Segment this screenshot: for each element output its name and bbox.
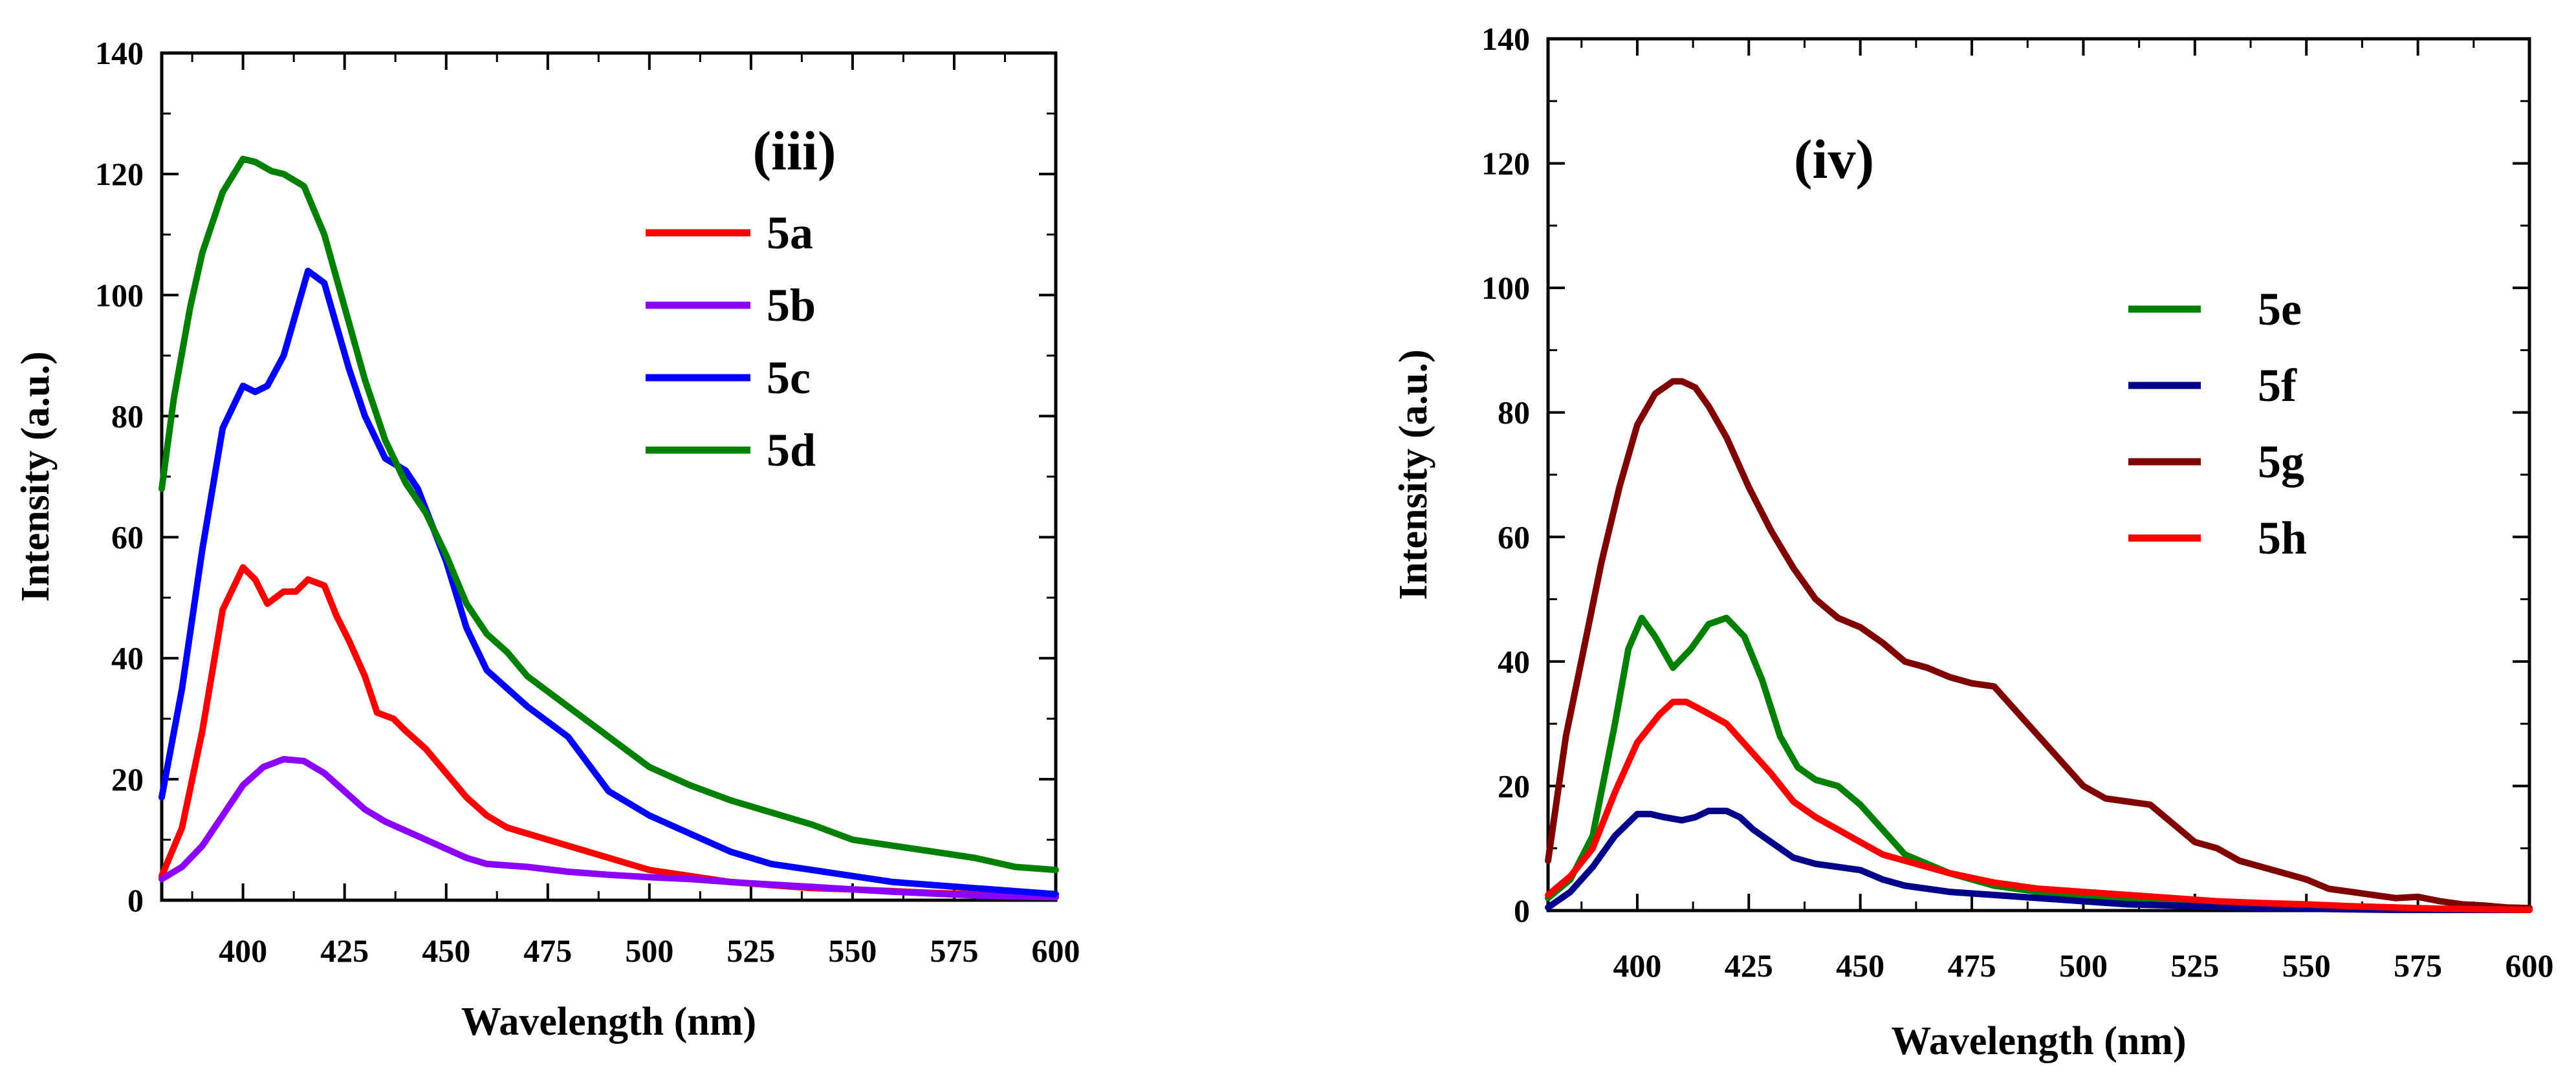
legend-label-5h: 5h <box>2258 512 2307 564</box>
x-tick-label: 525 <box>726 933 775 969</box>
x-tick-label: 475 <box>1948 947 1996 984</box>
y-tick-label: 80 <box>111 398 144 434</box>
series-line-5f <box>1545 807 2533 913</box>
y-tick-label: 0 <box>1514 892 1530 929</box>
y-axis-title: Intensity (a.u.) <box>1392 349 1435 600</box>
panel-label: (iii) <box>753 120 836 182</box>
y-tick-label: 60 <box>1498 519 1530 555</box>
panel-iv: 400 425 450 475 500 525 550 575 600 0 20 40 60 80 100 1… <box>1392 21 2554 1063</box>
x-tick-label: 550 <box>2282 947 2331 984</box>
x-axis-title: Wavelength (nm) <box>1891 1019 2186 1063</box>
series-line-5c <box>158 267 1059 898</box>
y-tick-label: 60 <box>111 519 144 556</box>
legend-label-5g: 5g <box>2258 436 2304 488</box>
x-tick-label: 600 <box>2505 947 2554 984</box>
legend-label-5a: 5a <box>767 207 813 259</box>
y-tick-label: 0 <box>127 882 144 918</box>
x-tick-label: 425 <box>320 933 369 969</box>
x-tick-label: 500 <box>2059 947 2108 984</box>
series-line-5b <box>158 756 1059 901</box>
series-line-5e <box>1545 614 2533 913</box>
legend-label-5d: 5d <box>767 424 816 476</box>
x-tick-label: 450 <box>422 933 470 969</box>
series-line-5d <box>158 155 1059 874</box>
x-tick-label: 575 <box>930 933 978 969</box>
y-tick-label: 140 <box>95 35 144 71</box>
legend-label-5f: 5f <box>2258 360 2297 411</box>
x-tick-label: 475 <box>523 933 572 969</box>
x-tick-label: 400 <box>1613 947 1661 984</box>
x-tick-label: 575 <box>2394 947 2442 984</box>
x-axis-title: Wavelength (nm) <box>461 1000 756 1044</box>
legend-label-5e: 5e <box>2258 283 2302 335</box>
y-tick-label: 80 <box>1498 394 1530 431</box>
x-tick-label: 600 <box>1032 933 1080 969</box>
legend-label-5b: 5b <box>767 279 816 331</box>
x-tick-label: 550 <box>828 933 877 969</box>
y-tick-label: 40 <box>111 640 144 676</box>
x-tick-label: 525 <box>2170 947 2219 984</box>
legend-label-5c: 5c <box>767 352 811 404</box>
y-axis-title: Intensity (a.u.) <box>14 351 58 602</box>
x-tick-label: 425 <box>1725 947 1773 984</box>
y-tick-label: 40 <box>1498 643 1530 680</box>
x-tick-label: 450 <box>1836 947 1884 984</box>
series-line-5g <box>1545 378 2533 912</box>
panel-iii: 400 425 450 475 500 525 550 575 600 0 20 40 60 80 100 1… <box>14 35 1080 1044</box>
x-tick-label: 500 <box>625 933 673 969</box>
y-tick-label: 20 <box>111 761 144 797</box>
y-tick-label: 140 <box>1481 21 1530 57</box>
plot-frame <box>1546 37 2531 913</box>
x-tick-label: 400 <box>219 933 267 969</box>
y-tick-label: 100 <box>95 277 144 313</box>
panel-label: (iv) <box>1794 128 1874 190</box>
y-tick-label: 120 <box>1481 146 1530 182</box>
y-tick-label: 100 <box>1481 270 1530 306</box>
y-tick-label: 120 <box>95 156 144 192</box>
y-tick-label: 20 <box>1498 768 1530 804</box>
series-line-5h <box>1545 698 2533 913</box>
